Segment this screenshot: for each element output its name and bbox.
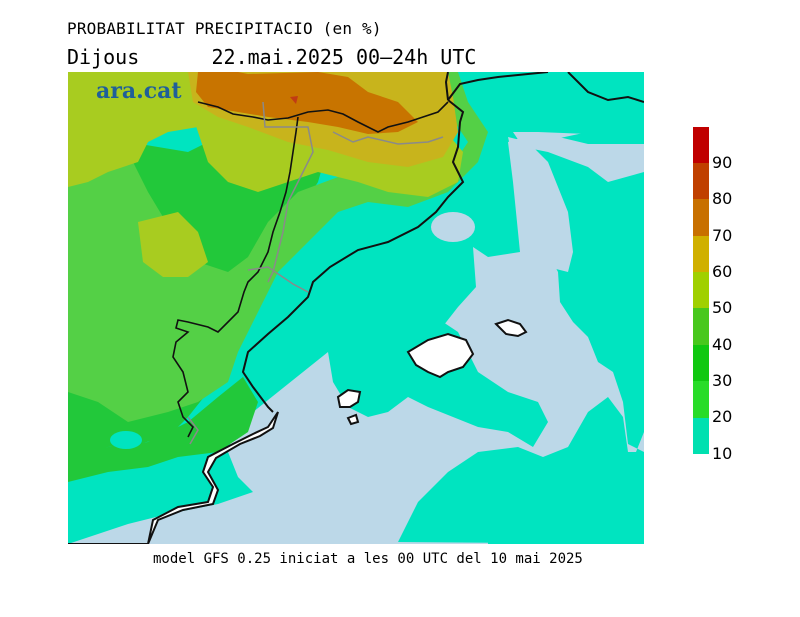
legend-label-50: 50 [712, 298, 733, 317]
legend-label-20: 20 [712, 407, 733, 426]
zone-10-20-southeast [398, 397, 644, 544]
legend-swatch-60 [693, 236, 709, 272]
zone-20-30-b [68, 377, 258, 482]
coastline-north [447, 72, 644, 103]
island-ibiza [336, 388, 362, 408]
zone-10-20-east [488, 132, 644, 544]
legend-swatch-10 [693, 418, 709, 454]
low-area-3 [431, 212, 475, 242]
province-borders-south [187, 416, 199, 445]
legend-label-80: 80 [712, 189, 733, 208]
land-southwest [68, 411, 279, 544]
low-area-2 [508, 137, 573, 272]
island-menorca [494, 318, 528, 338]
ara-cat-logo: ara.cat [96, 78, 182, 104]
legend-swatch-20 [693, 381, 709, 418]
legend-label-60: 60 [712, 262, 733, 281]
province-borders [247, 101, 444, 293]
low-area-4 [533, 242, 563, 258]
legend-label-30: 30 [712, 371, 733, 390]
zone-80-90 [290, 96, 298, 104]
legend-swatch-50 [693, 272, 709, 308]
border-france-spain [197, 101, 449, 133]
zone-20-30-c [110, 431, 142, 449]
legend-label-70: 70 [712, 226, 733, 245]
precipitation-map [68, 72, 644, 544]
legend-swatch-40 [693, 308, 709, 345]
legend-label-40: 40 [712, 335, 733, 354]
legend-swatch-80 [693, 163, 709, 199]
legend-label-90: 90 [712, 153, 733, 172]
zone-50-60-c [138, 212, 208, 277]
zone-70-80 [196, 72, 418, 134]
chart-title: PROBABILITAT PRECIPITACIO (en %) [67, 19, 382, 38]
legend-label-10: 10 [712, 444, 733, 463]
legend-swatch-90 [693, 127, 709, 163]
legend-swatch-70 [693, 199, 709, 236]
coastline [241, 72, 465, 413]
zone-30-40 [68, 72, 644, 422]
island-mallorca [406, 332, 475, 379]
border-aragon [172, 116, 299, 438]
model-caption: model GFS 0.25 iniciat a les 00 UTC del … [153, 551, 583, 567]
chart-subtitle: Dijous 22.mai.2025 00–24h UTC [67, 45, 477, 69]
low-area-1 [513, 132, 644, 182]
color-legend [693, 127, 709, 454]
legend-swatch-30 [693, 345, 709, 381]
island-formentera [346, 413, 360, 426]
